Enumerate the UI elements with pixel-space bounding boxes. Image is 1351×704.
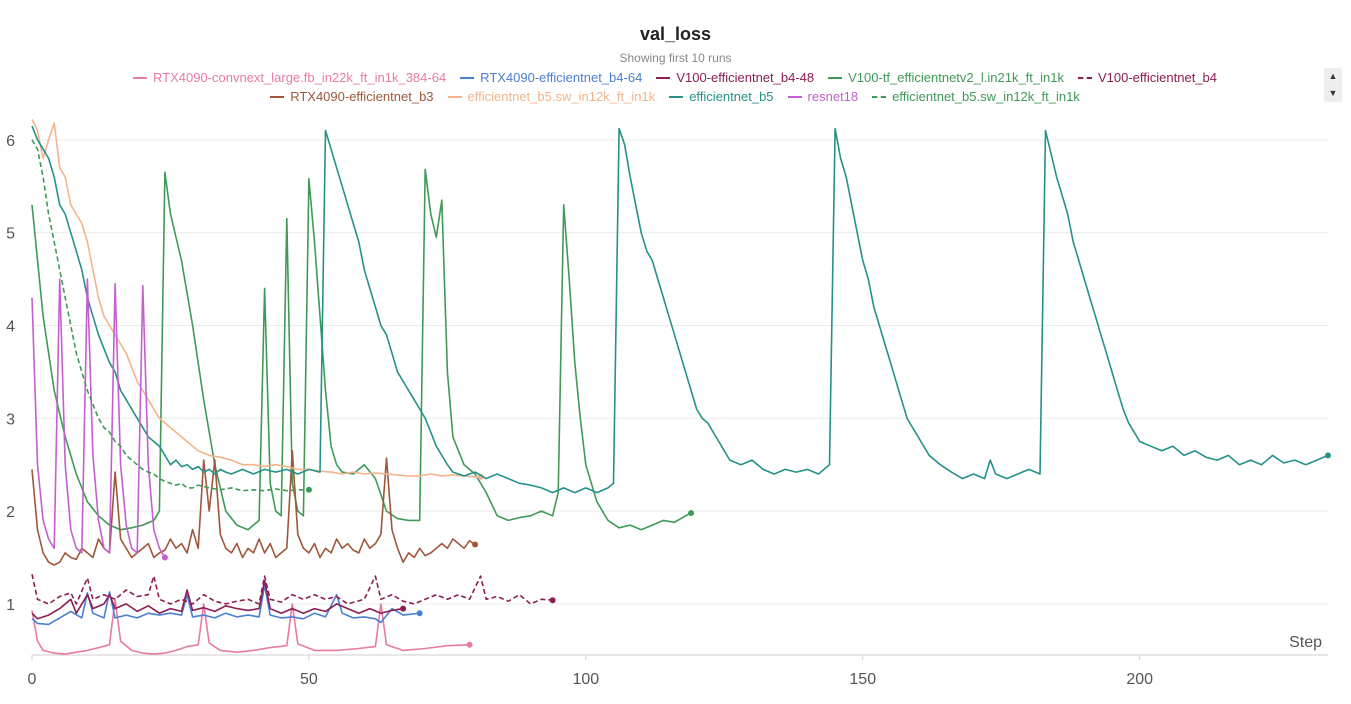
legend-row-1: RTX4090-convnext_large.fb_in22k_ft_in1k_…: [40, 68, 1310, 87]
legend-item[interactable]: V100-efficientnet_b4: [1077, 70, 1218, 85]
legend-swatch-icon: [1077, 76, 1092, 79]
scroll-down-icon[interactable]: ▼: [1328, 88, 1338, 98]
legend-label: efficientnet_b5: [689, 89, 774, 104]
scroll-up-icon[interactable]: ▲: [1328, 71, 1338, 81]
legend-label: resnet18: [807, 89, 859, 104]
legend-item[interactable]: V100-tf_efficientnetv2_l.in21k_ft_in1k: [828, 70, 1064, 85]
series-end-point-8: [161, 554, 168, 561]
series-line-1[interactable]: [31, 584, 420, 626]
axes: [31, 654, 1328, 660]
legend-label: V100-tf_efficientnetv2_l.in21k_ft_in1k: [848, 70, 1064, 85]
legend-row-2: RTX4090-efficientnet_b3 efficientnet_b5.s…: [40, 87, 1310, 106]
legend-label: efficientnet_b5.sw_in12k_ft_in1k: [892, 89, 1080, 104]
series-end-point-5: [472, 541, 479, 548]
series-end-point-0: [466, 641, 473, 648]
x-tick-label: 0: [28, 671, 37, 688]
legend-item[interactable]: efficientnet_b5.sw_in12k_ft_in1k: [872, 89, 1080, 104]
legend-label: efficientnet_b5.sw_in12k_ft_in1k: [467, 89, 656, 104]
series-line-9[interactable]: [31, 139, 309, 492]
legend-item[interactable]: RTX4090-convnext_large.fb_in22k_ft_in1k_…: [132, 70, 447, 85]
x-tick-label: 100: [572, 671, 599, 688]
legend-label: V100-efficientnet_b4: [1097, 70, 1218, 85]
x-tick-label: 50: [300, 671, 318, 688]
x-tick-label: 200: [1126, 671, 1153, 688]
legend-label: V100-efficientnet_b4-48: [676, 70, 815, 85]
series-line-3[interactable]: [31, 168, 692, 531]
legend-label: RTX4090-convnext_large.fb_in22k_ft_in1k_…: [152, 70, 447, 85]
grid-lines: [32, 139, 1328, 605]
legend-swatch-icon: [828, 76, 843, 79]
series-end-point-2: [400, 605, 407, 612]
series-line-0[interactable]: [31, 598, 470, 655]
legend-item[interactable]: efficientnet_b5.sw_in12k_ft_in1k: [447, 89, 656, 104]
legend-swatch-icon: [447, 95, 462, 98]
tick-labels: 1 2 3 4 5 6 0 50 100 150 200 Step: [6, 133, 1322, 688]
legend-swatch-icon: [787, 95, 802, 98]
series-line-8[interactable]: [31, 278, 166, 558]
legend-swatch-icon: [656, 76, 671, 79]
series-layer: [31, 119, 1331, 655]
legend-item[interactable]: RTX4090-efficientnet_b4-64: [460, 70, 642, 85]
chart-subtitle: Showing first 10 runs: [619, 51, 732, 65]
legend-swatch-icon: [132, 76, 147, 79]
legend-swatch-icon: [872, 95, 887, 98]
legend-swatch-icon: [669, 95, 684, 98]
legend-scrollbar[interactable]: ▲ ▼: [1324, 68, 1342, 102]
series-end-point-3: [688, 509, 695, 516]
legend-label: RTX4090-efficientnet_b4-64: [480, 70, 643, 85]
series-end-point-9: [305, 486, 312, 493]
x-axis-title: Step: [1289, 634, 1322, 651]
legend: RTX4090-convnext_large.fb_in22k_ft_in1k_…: [40, 68, 1310, 106]
series-line-2[interactable]: [31, 579, 404, 620]
chart-title: val_loss: [639, 24, 712, 44]
legend-item[interactable]: RTX4090-efficientnet_b3: [270, 89, 434, 104]
legend-item[interactable]: efficientnet_b5: [669, 89, 774, 104]
series-end-point-1: [416, 610, 423, 617]
y-tick-label: 2: [6, 504, 15, 521]
legend-swatch-icon: [270, 95, 285, 98]
y-tick-label: 1: [6, 597, 15, 614]
series-line-6[interactable]: [31, 119, 481, 478]
legend-swatch-icon: [460, 76, 475, 79]
legend-item[interactable]: V100-efficientnet_b4-48: [656, 70, 814, 85]
series-end-point-4: [549, 597, 556, 604]
series-line-5[interactable]: [31, 450, 476, 566]
legend-item[interactable]: resnet18: [787, 89, 859, 104]
y-tick-label: 6: [6, 133, 15, 150]
y-tick-label: 3: [6, 411, 15, 428]
y-tick-label: 5: [6, 226, 15, 243]
series-line-7[interactable]: [31, 125, 1329, 494]
series-line-4[interactable]: [31, 574, 553, 605]
y-tick-label: 4: [6, 318, 15, 335]
series-end-point-7: [1325, 452, 1331, 459]
legend-label: RTX4090-efficientnet_b3: [290, 89, 434, 104]
x-tick-label: 150: [849, 671, 876, 688]
